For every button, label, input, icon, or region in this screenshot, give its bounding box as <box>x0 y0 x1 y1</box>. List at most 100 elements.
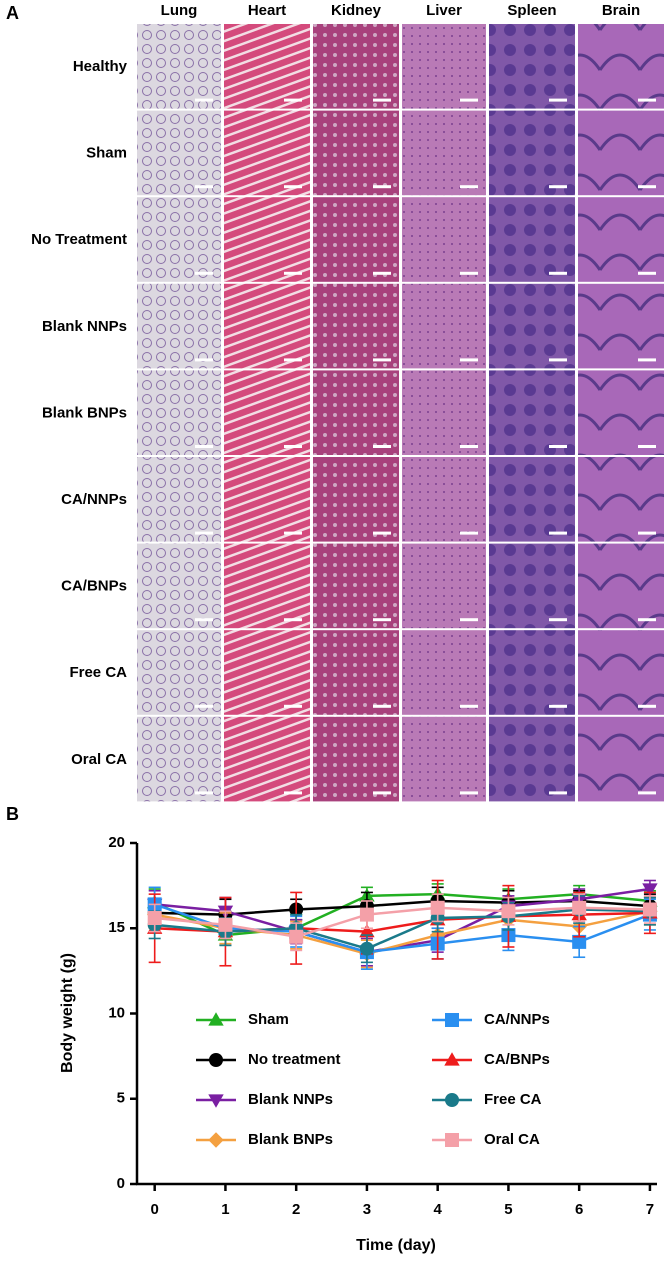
legend-label: Oral CA <box>484 1131 540 1148</box>
y-tick-label: 20 <box>108 834 125 851</box>
histology-image <box>402 716 486 802</box>
histology-image <box>578 110 664 196</box>
row-label: Blank BNPs <box>42 404 127 421</box>
histology-image <box>224 543 310 629</box>
histology-image <box>137 197 221 282</box>
legend-label: CA/BNPs <box>484 1051 550 1068</box>
scale-bar <box>284 531 302 535</box>
histology-image <box>313 457 399 542</box>
scale-bar <box>284 618 302 622</box>
scale-bar <box>460 704 478 708</box>
histology-image <box>224 457 310 542</box>
row-label: Sham <box>86 145 127 162</box>
histology-image <box>137 543 221 629</box>
histology-image <box>402 283 486 369</box>
histology-image <box>137 716 221 802</box>
data-point <box>218 917 233 932</box>
legend-marker <box>444 1052 460 1066</box>
y-tick-label: 0 <box>117 1175 125 1192</box>
row-label: Free CA <box>69 664 127 681</box>
data-point <box>501 904 516 919</box>
scale-bar <box>373 618 391 622</box>
histology-image <box>489 716 575 802</box>
scale-bar <box>284 791 302 795</box>
scale-bar <box>195 445 213 448</box>
histology-image <box>578 283 664 369</box>
scale-bar <box>549 791 567 795</box>
histology-image <box>137 370 221 455</box>
scale-bar <box>195 618 213 622</box>
scale-bar <box>284 358 302 362</box>
data-point <box>147 911 162 926</box>
scale-bar <box>284 445 302 448</box>
histology-image <box>578 716 664 802</box>
panel-label: A <box>6 3 19 23</box>
column-label: Brain <box>602 2 640 19</box>
legend-label: Blank BNPs <box>248 1131 333 1148</box>
data-point <box>572 934 587 949</box>
histology-image <box>489 24 575 109</box>
histology-image <box>578 370 664 455</box>
scale-bar <box>549 271 567 275</box>
x-tick-label: 0 <box>151 1201 159 1218</box>
scale-bar <box>460 185 478 189</box>
scale-bar <box>638 271 656 275</box>
panel-label: B <box>6 804 19 824</box>
histology-image <box>402 110 486 196</box>
scale-bar <box>284 271 302 275</box>
data-point <box>359 907 374 922</box>
legend-marker <box>445 1093 459 1107</box>
legend-label: Sham <box>248 1011 289 1028</box>
scale-bar <box>373 358 391 362</box>
legend-label: Blank NNPs <box>248 1091 333 1108</box>
histology-image <box>489 283 575 369</box>
histology-image <box>402 543 486 629</box>
x-tick-label: 6 <box>575 1201 583 1218</box>
legend-label: No treatment <box>248 1051 341 1068</box>
scale-bar <box>549 358 567 362</box>
scale-bar <box>549 618 567 622</box>
scale-bar <box>460 445 478 448</box>
histology-image <box>224 630 310 715</box>
histology-image <box>224 110 310 196</box>
scale-bar <box>549 445 567 448</box>
histology-image <box>313 370 399 455</box>
series-line <box>154 908 650 951</box>
legend-marker <box>208 1132 224 1148</box>
histology-image <box>313 110 399 196</box>
legend-label: CA/NNPs <box>484 1011 550 1028</box>
legend-marker <box>208 1094 224 1108</box>
x-tick-label: 7 <box>646 1201 654 1218</box>
histology-image <box>313 716 399 802</box>
scale-bar <box>195 271 213 275</box>
x-tick-label: 2 <box>292 1201 300 1218</box>
chart-panel: B Time (day) Body weight (g) <box>6 804 436 1254</box>
series-line <box>154 906 650 939</box>
scale-bar <box>195 531 213 535</box>
column-label: Lung <box>161 2 198 19</box>
row-label: Blank NNPs <box>42 318 127 335</box>
histology-image <box>224 716 310 802</box>
histology-image <box>402 457 486 542</box>
scale-bar <box>460 618 478 622</box>
scale-bar <box>638 185 656 189</box>
scale-bar <box>638 618 656 622</box>
scale-bar <box>373 791 391 795</box>
histology-image <box>137 457 221 542</box>
column-label: Heart <box>248 2 286 19</box>
histology-image <box>313 283 399 369</box>
scale-bar <box>373 445 391 448</box>
scale-bar <box>460 98 478 102</box>
histology-image <box>578 197 664 282</box>
legend-marker <box>208 1012 224 1026</box>
histology-image <box>489 543 575 629</box>
histology-image <box>313 630 399 715</box>
scale-bar <box>549 531 567 535</box>
scale-bar <box>373 98 391 102</box>
series-line <box>154 892 651 937</box>
scale-bar <box>549 98 567 102</box>
scale-bar <box>549 704 567 708</box>
scale-bar <box>195 358 213 362</box>
y-tick-label: 5 <box>117 1090 125 1107</box>
scale-bar <box>373 271 391 275</box>
